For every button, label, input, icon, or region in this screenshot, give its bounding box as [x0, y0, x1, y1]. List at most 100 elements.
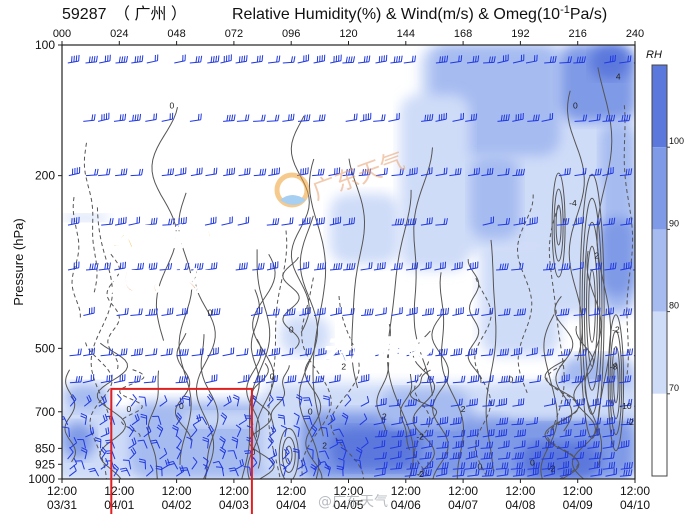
- wind-barb-flag: [640, 168, 643, 174]
- wind-barb-flag: [430, 308, 432, 315]
- wind-barb-staff: [589, 268, 601, 271]
- wind-barb-staff: [391, 422, 403, 426]
- wind-barb-flag: [599, 113, 601, 120]
- wind-barb-flag: [594, 168, 597, 176]
- wind-barb: [466, 261, 479, 271]
- wind-barb-flag: [180, 467, 187, 469]
- wind-barb-flag: [446, 375, 449, 382]
- wind-barb-flag: [120, 217, 122, 224]
- wind-barb-staff: [128, 460, 132, 470]
- wind-barb-staff: [466, 434, 478, 438]
- wind-barb-staff: [252, 397, 257, 407]
- wind-barb-flag: [235, 424, 242, 430]
- wind-barb-flag: [477, 468, 480, 476]
- wind-barb-flag: [138, 168, 141, 176]
- wind-barb-flag: [311, 463, 317, 469]
- wind-barb-flag: [91, 114, 94, 121]
- wind-barb-staff: [176, 354, 188, 357]
- wind-barb: [235, 424, 242, 438]
- wind-barb-flag: [194, 263, 197, 270]
- wind-barb-staff: [573, 61, 585, 64]
- wind-barb-flag: [125, 168, 128, 175]
- wind-barb-flag: [185, 216, 187, 224]
- wind-barb-flag: [611, 217, 613, 225]
- wind-barb-flag: [612, 114, 616, 121]
- wind-barb-flag: [407, 399, 410, 406]
- wind-barb-flag: [261, 375, 263, 382]
- wind-barb-flag: [548, 263, 551, 270]
- wind-barb-flag: [93, 374, 95, 381]
- wind-barb-flag: [468, 348, 471, 356]
- wind-barb-flag: [288, 308, 291, 315]
- wind-barb: [313, 54, 326, 64]
- wind-barb-flag: [306, 375, 308, 382]
- wind-barb-staff: [130, 314, 142, 316]
- wind-barb-flag: [506, 417, 509, 424]
- wind-barb-flag: [181, 349, 185, 356]
- wind-barb-staff: [205, 173, 217, 177]
- wind-barb-staff: [452, 118, 464, 122]
- wind-barb-staff: [176, 450, 182, 460]
- wind-barb-flag: [183, 217, 185, 224]
- wind-barb-flag: [430, 417, 433, 424]
- wind-barb-staff: [250, 312, 262, 316]
- wind-barb-flag: [552, 440, 555, 448]
- colorbar-frame: [651, 64, 668, 477]
- wind-barb-staff: [452, 312, 464, 316]
- wind-barb-flag: [567, 460, 570, 468]
- wind-barb-flag: [289, 375, 292, 382]
- wind-barb: [299, 465, 308, 477]
- wind-barb: [406, 167, 418, 177]
- wind-barb-flag: [139, 460, 146, 464]
- wind-barb-flag: [615, 347, 618, 354]
- wind-barb: [342, 56, 356, 64]
- wind-barb-flag: [307, 54, 310, 61]
- wind-barb-staff: [450, 404, 462, 407]
- wind-barb-flag: [441, 468, 443, 475]
- wind-barb: [137, 439, 148, 449]
- wind-barb-flag: [501, 462, 504, 469]
- wind-barb-staff: [510, 353, 522, 357]
- wind-barb-flag: [522, 168, 525, 175]
- wind-barb: [542, 440, 555, 449]
- wind-barb-flag: [332, 413, 336, 420]
- wind-barb: [342, 168, 355, 177]
- wind-barb-staff: [573, 313, 585, 316]
- wind-barb-flag: [414, 55, 416, 62]
- wind-barb: [98, 395, 107, 407]
- omega-contour-closed: [583, 221, 601, 391]
- wind-barb-staff: [542, 446, 554, 449]
- wind-barb-flag: [644, 399, 646, 405]
- wind-barb: [329, 347, 342, 357]
- wind-barb-staff: [204, 460, 209, 470]
- wind-barb-staff: [391, 435, 403, 438]
- wind-barb-flag: [639, 453, 641, 459]
- wind-barb: [312, 375, 325, 384]
- wind-barb-flag: [431, 217, 433, 224]
- wind-barb-flag: [348, 263, 351, 270]
- wind-barb-flag: [576, 56, 579, 63]
- wind-barb-flag: [431, 113, 434, 121]
- wind-barb: [480, 462, 494, 470]
- wind-barb: [436, 307, 450, 316]
- wind-barb-flag: [72, 168, 74, 175]
- wind-barb-staff: [617, 445, 629, 449]
- wind-barb-flag: [276, 348, 278, 355]
- wind-barb-staff: [130, 398, 137, 407]
- wind-barb: [404, 469, 418, 477]
- wind-barb: [375, 347, 387, 357]
- wind-barb: [253, 168, 267, 177]
- wind-barb-flag: [595, 441, 598, 448]
- wind-barb-flag: [80, 413, 87, 417]
- wind-barb-staff: [602, 434, 614, 438]
- wind-barb-flag: [504, 468, 507, 476]
- wind-barb-flag: [564, 168, 567, 175]
- wind-barb-flag: [409, 168, 411, 175]
- wind-barb-flag: [181, 376, 184, 383]
- wind-barb-flag: [475, 55, 477, 62]
- wind-barb-staff: [513, 313, 525, 316]
- wind-barb-flag: [532, 114, 535, 121]
- wind-barb-flag: [106, 375, 108, 382]
- bottom-tick-time: 12:00: [47, 484, 77, 498]
- wind-barb-flag: [172, 424, 179, 429]
